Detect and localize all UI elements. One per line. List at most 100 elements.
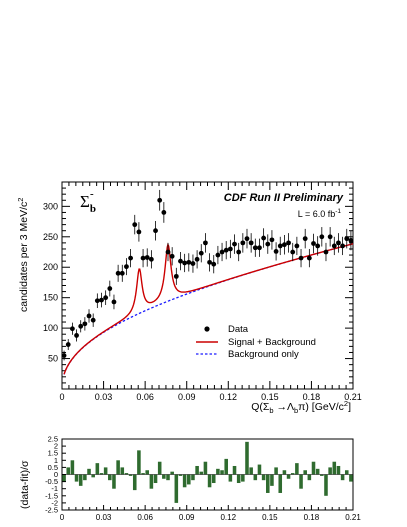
residual-bar [290, 473, 295, 475]
data-point-marker [248, 240, 254, 246]
data-point-marker [78, 323, 84, 329]
data-point [240, 233, 246, 253]
data-point [161, 202, 167, 223]
residual-bar [66, 467, 71, 475]
data-point-marker [290, 249, 296, 255]
residual-y-tick-label: -2.5 [45, 506, 58, 515]
data-point [261, 228, 267, 248]
data-point [74, 329, 79, 342]
residual-bar [270, 474, 274, 486]
residual-y-tick-label: -0.5 [45, 477, 58, 486]
data-point-marker [65, 342, 71, 347]
data-point-marker [323, 249, 329, 255]
data-point [173, 267, 179, 285]
main-x-axis: 0 0.03 0.06 0.09 0.12 0.15 0.18 0.21 [59, 182, 362, 402]
residual-bar [203, 461, 208, 475]
data-point-marker [244, 236, 250, 242]
residual-y-tick-label: 2.5 [48, 435, 58, 444]
residual-y-tick-label: 0 [54, 470, 58, 479]
data-point-marker [128, 255, 133, 261]
data-point [315, 236, 321, 256]
data-point-marker [153, 228, 158, 234]
residual-bar [266, 474, 270, 493]
residual-x-axis: 0 0.03 0.06 0.09 0.12 0.15 0.18 0.21 [60, 505, 361, 522]
data-point [269, 230, 275, 250]
data-point-marker [194, 256, 200, 262]
residual-bar [328, 467, 332, 475]
data-point-marker [140, 255, 146, 261]
data-point [232, 234, 237, 254]
x-tick-label: 0.15 [261, 392, 279, 402]
residual-plot-panel: 2.521.510.50-0.5-1-1.5-2-2.5 0 0.03 0.06 0.… [19, 435, 361, 523]
data-point-marker [178, 258, 183, 264]
data-point [207, 253, 212, 272]
data-point [186, 253, 192, 272]
data-point [340, 236, 346, 256]
y-axis-title: candidates per 3 MeV/c2 [16, 198, 30, 312]
residual-bar [332, 461, 337, 475]
data-point-marker [344, 236, 350, 242]
data-point-marker [132, 222, 138, 228]
data-point [277, 236, 283, 256]
residual-y-tick-label: 1 [54, 456, 58, 465]
data-point-marker [273, 249, 279, 254]
data-point-marker [319, 234, 325, 240]
data-point [219, 242, 225, 262]
residual-bar [141, 473, 145, 475]
data-point-marker [315, 243, 321, 249]
data-point-marker [331, 243, 337, 249]
y-tick-label: 300 [43, 201, 58, 211]
residual-bar [116, 460, 120, 475]
data-point-marker [286, 240, 291, 246]
data-point [227, 239, 233, 259]
data-point [319, 227, 325, 247]
data-point-marker [327, 234, 333, 240]
data-point-marker [232, 241, 237, 247]
x-axis-title: Q(Σb →Λbπ) [GeV/c2] [251, 399, 351, 415]
residual-x-tick-label: 0.09 [179, 513, 195, 522]
y-tick-label: 100 [43, 323, 58, 333]
data-point [290, 242, 296, 262]
data-point-marker [186, 259, 192, 265]
residual-y-tick-label: -1.5 [45, 491, 58, 500]
data-point [273, 242, 279, 261]
data-point [169, 247, 175, 266]
residual-x-tick-label: 0.03 [96, 513, 112, 522]
data-point [111, 294, 117, 310]
residual-bar [87, 468, 91, 475]
data-point-marker [252, 245, 258, 251]
data-point [244, 228, 250, 249]
residual-bar [278, 474, 283, 493]
data-point [194, 250, 200, 269]
x-tick-label: 0.18 [303, 392, 321, 402]
residual-bar [128, 474, 133, 476]
residual-bar [182, 474, 187, 488]
data-point [248, 233, 254, 253]
background-only-curve [63, 243, 354, 375]
data-point [140, 248, 146, 268]
data-point [124, 258, 129, 276]
residual-bar [274, 467, 278, 475]
residual-bar [261, 474, 266, 481]
data-point-marker [119, 270, 125, 276]
data-point-marker [348, 238, 354, 243]
legend-data-label: Data [228, 324, 249, 335]
residual-bar [320, 474, 324, 476]
residual-y-axis-title: (data-fit)/σ [19, 460, 31, 509]
data-point [298, 248, 304, 268]
data-point-marker [161, 210, 167, 215]
x-tick-label: 0.03 [95, 392, 113, 402]
data-point-marker [277, 243, 283, 249]
data-point [302, 228, 308, 249]
residual-x-tick-label: 0 [60, 513, 65, 522]
data-point [215, 245, 221, 265]
data-point-marker [157, 197, 163, 203]
data-point [348, 230, 354, 251]
data-point [252, 238, 258, 257]
residual-bar [91, 474, 95, 478]
data-point [265, 234, 271, 254]
data-point [236, 242, 242, 262]
data-point [153, 220, 158, 241]
legend-data-marker [204, 326, 210, 332]
data-point-marker [236, 249, 242, 255]
